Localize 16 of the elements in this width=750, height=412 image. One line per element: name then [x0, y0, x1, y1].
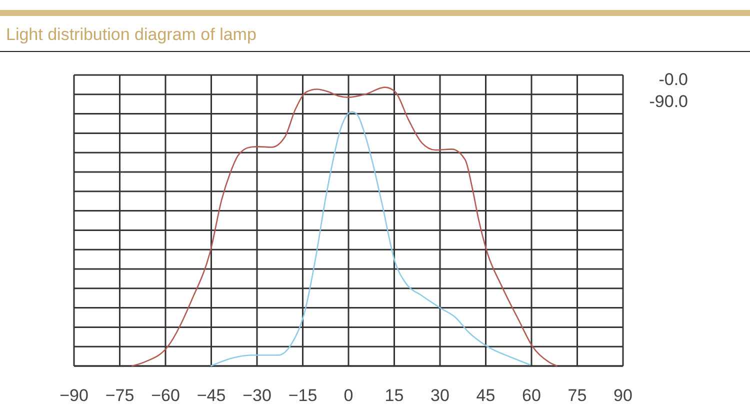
x-tick-label: −75	[105, 386, 134, 405]
x-tick-label: 0	[344, 386, 354, 405]
x-tick-label: −90	[60, 386, 88, 405]
x-tick-label: 15	[384, 386, 404, 405]
x-tick-label: 90	[614, 386, 632, 405]
x-tick-label: −30	[242, 386, 272, 405]
x-tick-label: −60	[151, 386, 180, 405]
x-tick-label: 75	[568, 386, 587, 405]
text: -90.0	[649, 92, 688, 111]
x-tick-label: 45	[476, 386, 496, 405]
chart-title: Light distribution diagram of lamp	[6, 25, 256, 44]
x-tick-label: 60	[522, 386, 541, 405]
text: -0.0	[658, 70, 688, 89]
x-tick-label: −45	[196, 386, 226, 405]
x-tick-label: 30	[430, 386, 450, 405]
x-tick-label: −15	[288, 386, 318, 405]
